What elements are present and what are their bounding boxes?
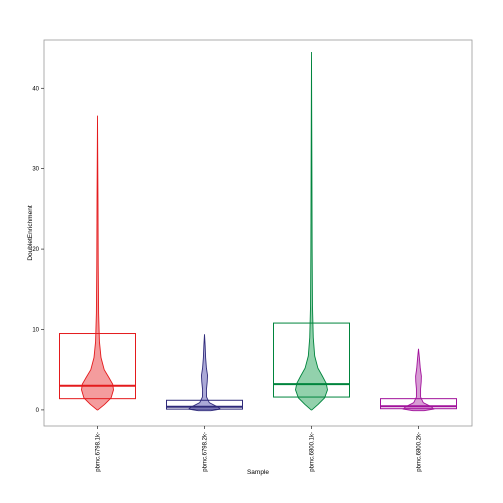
violin-4 bbox=[402, 348, 435, 412]
x-tick-label-3: pbmc.6800.1k- bbox=[310, 432, 316, 472]
y-axis-title: DoubletEnrichment bbox=[27, 205, 34, 260]
box-layer bbox=[59, 322, 457, 410]
x-tick-label-2: pbmc.6798.2k- bbox=[203, 432, 209, 472]
box-3 bbox=[273, 322, 350, 398]
box-4 bbox=[380, 398, 457, 410]
x-axis: pbmc.6798.1k-pbmc.6798.2k-pbmc.6800.1k-p… bbox=[96, 426, 423, 472]
violin-3 bbox=[295, 52, 328, 411]
y-tick-label-5: 40 bbox=[32, 86, 39, 92]
y-tick-label-2: 10 bbox=[32, 328, 39, 334]
y-tick-label-3: 20 bbox=[32, 247, 39, 253]
violin-2 bbox=[187, 334, 222, 412]
violin-layer bbox=[81, 52, 435, 412]
box-1 bbox=[59, 333, 136, 400]
y-axis: 0 10 20 30 40 bbox=[32, 86, 44, 414]
box-2 bbox=[166, 399, 243, 410]
x-tick-label-4: pbmc.6800.2k- bbox=[417, 432, 423, 472]
x-tick-label-1: pbmc.6798.1k- bbox=[96, 432, 102, 472]
violin-1 bbox=[81, 115, 114, 411]
plot-panel bbox=[43, 39, 473, 427]
y-tick-label-1: 0 bbox=[36, 408, 40, 414]
y-tick-label-4: 30 bbox=[32, 167, 39, 173]
x-axis-title: Sample bbox=[247, 469, 269, 476]
